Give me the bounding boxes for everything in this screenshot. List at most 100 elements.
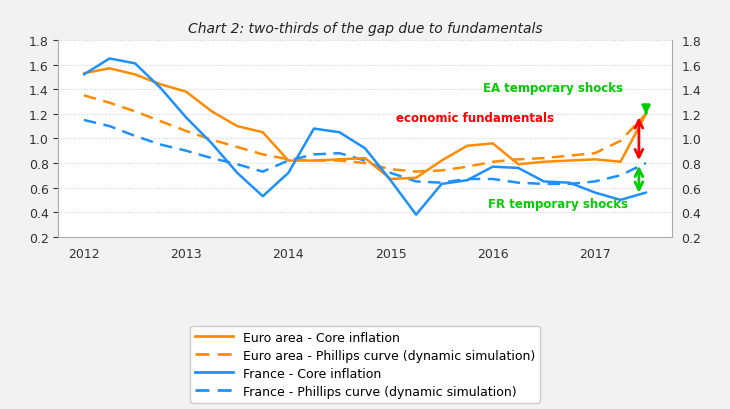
- Euro area - Phillips curve (dynamic simulation): [284, 157, 293, 162]
- France - Phillips curve (dynamic simulation): [412, 180, 420, 184]
- Euro area - Core inflation: [207, 110, 216, 115]
- Euro area - Phillips curve (dynamic simulation): [539, 156, 548, 161]
- Line: France - Phillips curve (dynamic simulation): France - Phillips curve (dynamic simulat…: [84, 121, 646, 184]
- Euro area - Core inflation: [361, 156, 369, 161]
- France - Core inflation: [412, 213, 420, 218]
- Euro area - Core inflation: [105, 67, 114, 72]
- France - Core inflation: [591, 191, 599, 196]
- Legend: Euro area - Core inflation, Euro area - Phillips curve (dynamic simulation), Fra: Euro area - Core inflation, Euro area - …: [190, 326, 540, 403]
- Euro area - Core inflation: [335, 157, 344, 162]
- France - Core inflation: [80, 73, 88, 78]
- Text: economic fundamentals: economic fundamentals: [396, 111, 553, 124]
- Text: FR temporary shocks: FR temporary shocks: [488, 197, 628, 210]
- France - Core inflation: [207, 142, 216, 146]
- France - Core inflation: [233, 171, 242, 176]
- Euro area - Core inflation: [642, 112, 650, 117]
- Euro area - Core inflation: [258, 130, 267, 135]
- France - Core inflation: [131, 62, 139, 67]
- France - Phillips curve (dynamic simulation): [310, 153, 318, 157]
- France - Phillips curve (dynamic simulation): [488, 177, 497, 182]
- France - Phillips curve (dynamic simulation): [105, 124, 114, 129]
- France - Core inflation: [310, 127, 318, 132]
- Line: Euro area - Phillips curve (dynamic simulation): Euro area - Phillips curve (dynamic simu…: [84, 96, 646, 172]
- Euro area - Phillips curve (dynamic simulation): [233, 145, 242, 150]
- France - Phillips curve (dynamic simulation): [258, 170, 267, 175]
- France - Phillips curve (dynamic simulation): [539, 182, 548, 187]
- France - Phillips curve (dynamic simulation): [156, 143, 165, 148]
- France - Phillips curve (dynamic simulation): [591, 180, 599, 184]
- France - Core inflation: [386, 178, 395, 183]
- Euro area - Core inflation: [233, 124, 242, 129]
- Euro area - Phillips curve (dynamic simulation): [105, 101, 114, 106]
- Euro area - Phillips curve (dynamic simulation): [80, 94, 88, 99]
- Euro area - Phillips curve (dynamic simulation): [412, 170, 420, 175]
- Euro area - Core inflation: [514, 162, 523, 167]
- Euro area - Core inflation: [80, 72, 88, 76]
- Euro area - Core inflation: [131, 73, 139, 78]
- Euro area - Core inflation: [565, 159, 574, 164]
- Euro area - Phillips curve (dynamic simulation): [488, 160, 497, 165]
- Euro area - Phillips curve (dynamic simulation): [156, 119, 165, 124]
- France - Core inflation: [258, 194, 267, 199]
- Euro area - Phillips curve (dynamic simulation): [335, 159, 344, 164]
- France - Core inflation: [284, 171, 293, 176]
- Euro area - Phillips curve (dynamic simulation): [642, 112, 650, 117]
- France - Phillips curve (dynamic simulation): [386, 171, 395, 176]
- France - Phillips curve (dynamic simulation): [361, 159, 369, 164]
- France - Phillips curve (dynamic simulation): [514, 181, 523, 186]
- France - Phillips curve (dynamic simulation): [437, 181, 446, 186]
- France - Core inflation: [156, 86, 165, 91]
- France - Phillips curve (dynamic simulation): [565, 182, 574, 187]
- France - Core inflation: [105, 57, 114, 62]
- France - Phillips curve (dynamic simulation): [642, 161, 650, 166]
- Euro area - Phillips curve (dynamic simulation): [616, 139, 625, 144]
- France - Phillips curve (dynamic simulation): [616, 173, 625, 178]
- France - Core inflation: [616, 198, 625, 203]
- Euro area - Phillips curve (dynamic simulation): [514, 157, 523, 162]
- France - Core inflation: [437, 182, 446, 187]
- Euro area - Phillips curve (dynamic simulation): [207, 138, 216, 143]
- Euro area - Core inflation: [284, 159, 293, 164]
- Euro area - Phillips curve (dynamic simulation): [310, 159, 318, 164]
- Euro area - Phillips curve (dynamic simulation): [131, 110, 139, 115]
- Euro area - Phillips curve (dynamic simulation): [386, 167, 395, 172]
- France - Core inflation: [642, 191, 650, 196]
- Euro area - Phillips curve (dynamic simulation): [182, 129, 191, 134]
- Text: EA temporary shocks: EA temporary shocks: [483, 82, 623, 95]
- Euro area - Core inflation: [412, 176, 420, 181]
- Euro area - Core inflation: [437, 159, 446, 164]
- Euro area - Core inflation: [591, 157, 599, 162]
- France - Core inflation: [361, 146, 369, 151]
- Line: Euro area - Core inflation: Euro area - Core inflation: [84, 69, 646, 180]
- France - Core inflation: [182, 116, 191, 121]
- France - Phillips curve (dynamic simulation): [284, 159, 293, 164]
- Euro area - Phillips curve (dynamic simulation): [361, 161, 369, 166]
- Euro area - Core inflation: [488, 142, 497, 146]
- Euro area - Phillips curve (dynamic simulation): [258, 153, 267, 157]
- Euro area - Core inflation: [616, 160, 625, 165]
- Euro area - Phillips curve (dynamic simulation): [591, 151, 599, 156]
- France - Core inflation: [539, 180, 548, 184]
- Euro area - Phillips curve (dynamic simulation): [565, 154, 574, 159]
- France - Phillips curve (dynamic simulation): [80, 118, 88, 123]
- France - Core inflation: [335, 130, 344, 135]
- Euro area - Core inflation: [539, 160, 548, 165]
- France - Phillips curve (dynamic simulation): [335, 151, 344, 156]
- Euro area - Core inflation: [182, 90, 191, 95]
- Title: Chart 2: two-thirds of the gap due to fundamentals: Chart 2: two-thirds of the gap due to fu…: [188, 22, 542, 36]
- France - Core inflation: [565, 181, 574, 186]
- Euro area - Core inflation: [310, 159, 318, 164]
- France - Phillips curve (dynamic simulation): [463, 177, 472, 182]
- France - Phillips curve (dynamic simulation): [233, 162, 242, 167]
- Euro area - Core inflation: [156, 83, 165, 88]
- France - Core inflation: [488, 165, 497, 170]
- France - Phillips curve (dynamic simulation): [131, 134, 139, 139]
- France - Phillips curve (dynamic simulation): [182, 149, 191, 154]
- Euro area - Phillips curve (dynamic simulation): [437, 169, 446, 173]
- Euro area - Core inflation: [386, 177, 395, 182]
- France - Phillips curve (dynamic simulation): [207, 156, 216, 161]
- Euro area - Phillips curve (dynamic simulation): [463, 165, 472, 170]
- Line: France - Core inflation: France - Core inflation: [84, 59, 646, 215]
- Euro area - Core inflation: [463, 144, 472, 149]
- France - Core inflation: [514, 166, 523, 171]
